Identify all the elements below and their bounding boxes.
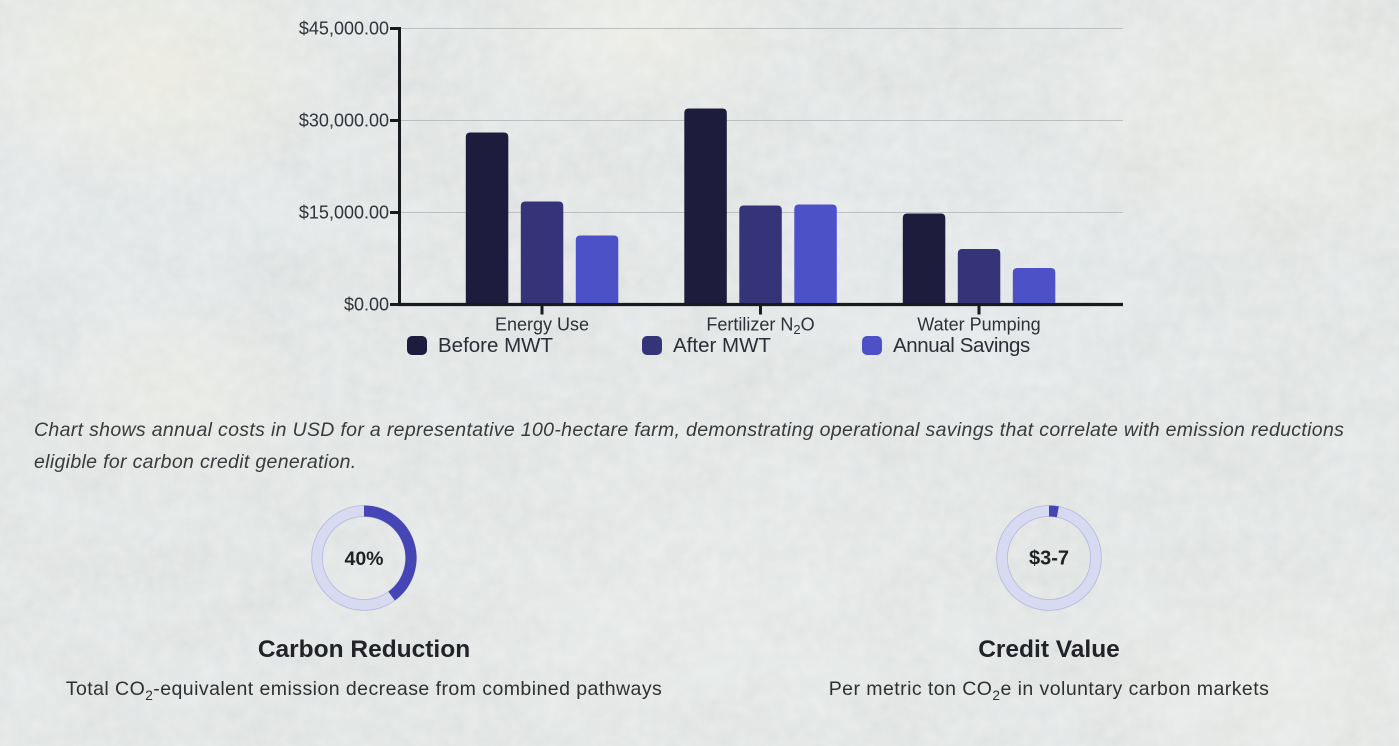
svg-text:$3-7: $3-7 xyxy=(1029,548,1069,570)
svg-text:Water Pumping: Water Pumping xyxy=(917,315,1040,335)
svg-text:Fertilizer N2O: Fertilizer N2O xyxy=(706,315,814,338)
svg-text:$15,000.00: $15,000.00 xyxy=(299,203,389,223)
svg-text:$0.00: $0.00 xyxy=(344,295,389,315)
svg-text:Energy Use: Energy Use xyxy=(495,315,589,335)
svg-text:$45,000.00: $45,000.00 xyxy=(299,19,389,39)
svg-text:40%: 40% xyxy=(344,548,383,570)
svg-text:$30,000.00: $30,000.00 xyxy=(299,111,389,131)
